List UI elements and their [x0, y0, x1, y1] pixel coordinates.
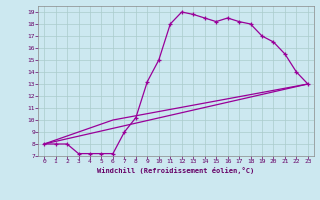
X-axis label: Windchill (Refroidissement éolien,°C): Windchill (Refroidissement éolien,°C) [97, 167, 255, 174]
